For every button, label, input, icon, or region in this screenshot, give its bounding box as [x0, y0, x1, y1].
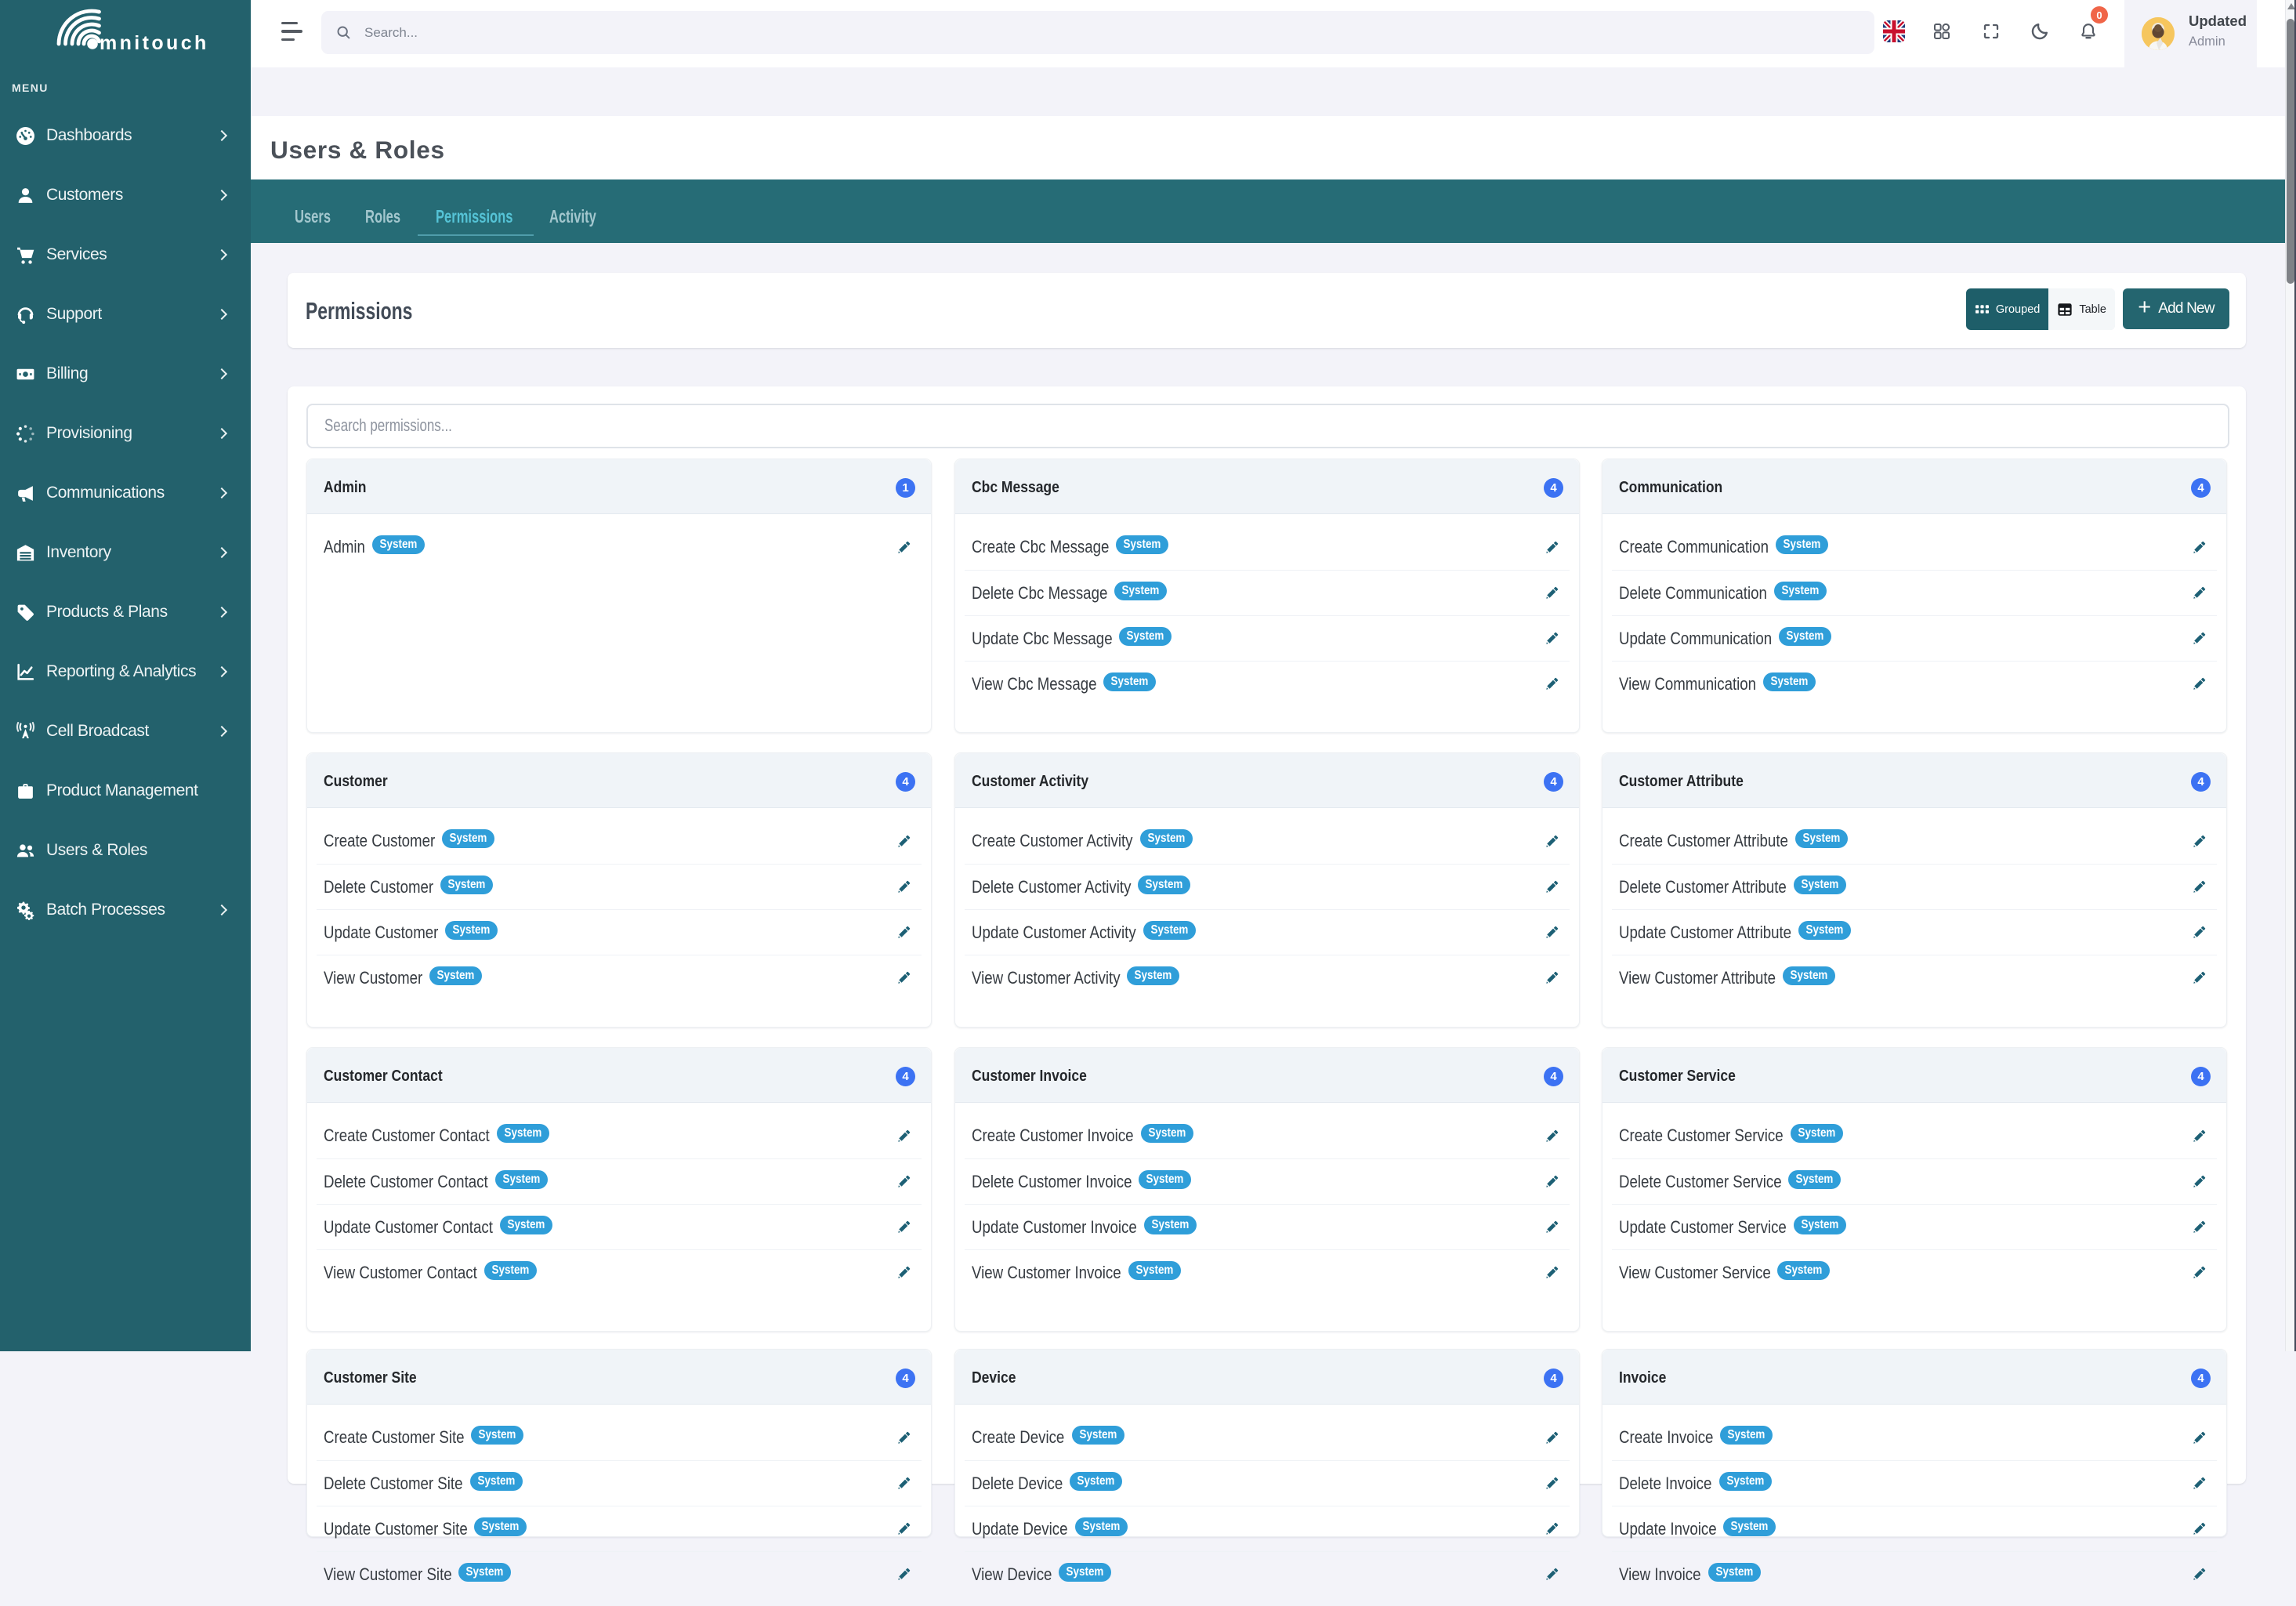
- svg-text:mnitouch: mnitouch: [100, 32, 209, 54]
